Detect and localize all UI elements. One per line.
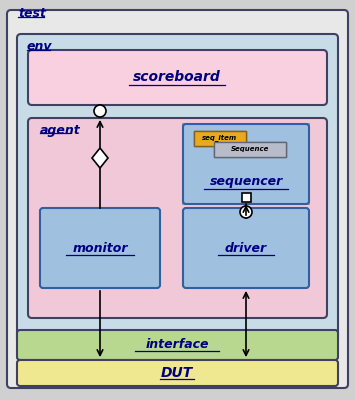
Text: interface: interface xyxy=(145,338,209,352)
Bar xyxy=(194,131,246,146)
Bar xyxy=(242,193,251,202)
Circle shape xyxy=(240,206,252,218)
Text: monitor: monitor xyxy=(72,242,128,254)
Bar xyxy=(183,124,309,204)
Text: driver: driver xyxy=(225,242,267,254)
FancyBboxPatch shape xyxy=(17,34,338,342)
FancyBboxPatch shape xyxy=(28,50,327,105)
FancyBboxPatch shape xyxy=(17,330,338,360)
Text: seq_item: seq_item xyxy=(202,135,237,142)
Text: scoreboard: scoreboard xyxy=(133,70,221,84)
FancyBboxPatch shape xyxy=(40,208,160,288)
Text: Sequence: Sequence xyxy=(231,146,269,152)
Bar xyxy=(214,142,286,157)
Polygon shape xyxy=(92,148,108,168)
Bar xyxy=(194,131,246,146)
Text: sequencer: sequencer xyxy=(209,176,283,188)
FancyBboxPatch shape xyxy=(28,118,327,318)
FancyBboxPatch shape xyxy=(17,360,338,386)
Bar xyxy=(214,142,286,157)
Text: Sequence: Sequence xyxy=(231,146,269,152)
FancyBboxPatch shape xyxy=(7,10,348,388)
FancyBboxPatch shape xyxy=(183,208,309,288)
Circle shape xyxy=(94,105,106,117)
Text: agent: agent xyxy=(40,124,81,137)
Text: DUT: DUT xyxy=(161,366,193,380)
Text: test: test xyxy=(18,7,46,20)
Text: seq_item: seq_item xyxy=(202,135,237,142)
FancyBboxPatch shape xyxy=(183,124,309,204)
Text: env: env xyxy=(27,40,53,53)
